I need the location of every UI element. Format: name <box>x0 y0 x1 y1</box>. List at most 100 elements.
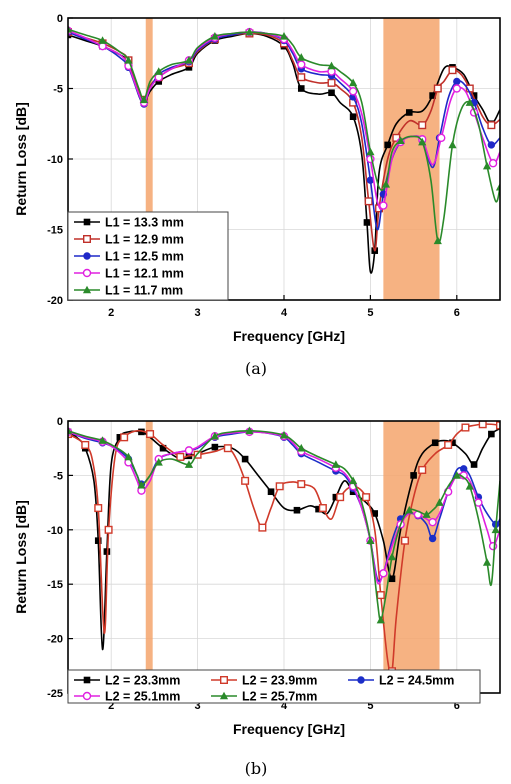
data-point <box>495 182 500 191</box>
data-point <box>279 430 289 439</box>
data-point <box>448 140 457 149</box>
data-point <box>410 472 417 479</box>
data-point <box>184 446 194 455</box>
data-point <box>124 452 133 461</box>
legend-item-5: L2 = 25.7mm <box>211 690 317 704</box>
data-point <box>435 498 444 506</box>
data-point <box>297 85 305 92</box>
legend-box <box>67 669 481 704</box>
data-point <box>387 552 397 561</box>
data-point <box>449 439 456 447</box>
data-point <box>275 482 284 491</box>
data-point <box>470 92 478 99</box>
data-point <box>297 73 306 82</box>
data-point <box>422 510 431 518</box>
legend-label: L1 = 12.1 mm <box>105 267 184 281</box>
data-point <box>349 476 358 485</box>
data-point <box>400 536 409 545</box>
data-point <box>293 506 301 514</box>
legend-label: L2 = 25.1mm <box>105 690 180 704</box>
data-point <box>396 136 405 144</box>
data-point <box>210 32 219 40</box>
data-point <box>139 95 149 104</box>
data-point <box>68 24 73 33</box>
data-point <box>465 98 474 106</box>
data-point <box>364 197 373 206</box>
series-markers-2 <box>68 421 500 676</box>
data-point <box>379 201 388 210</box>
data-point <box>68 426 73 435</box>
data-point <box>98 36 107 44</box>
legend-label: L2 = 24.5mm <box>379 674 454 688</box>
legend-label: L2 = 23.3mm <box>105 674 180 688</box>
legend-swatch-marker <box>219 676 228 685</box>
data-point <box>478 421 487 429</box>
data-point <box>241 476 250 485</box>
data-point <box>241 455 249 463</box>
data-point <box>482 161 492 170</box>
series-markers-5 <box>68 24 500 245</box>
x-axis-label: Frequency [GHz] <box>233 328 345 344</box>
legend-label: L2 = 23.9mm <box>242 674 317 688</box>
data-point <box>331 460 340 468</box>
legend-label: L1 = 12.9 mm <box>105 233 184 247</box>
legend-swatch-marker <box>82 234 91 243</box>
data-point <box>146 430 155 439</box>
data-point <box>349 78 358 87</box>
data-point <box>461 423 470 432</box>
data-point <box>154 67 163 75</box>
data-point <box>429 92 436 99</box>
data-point <box>297 60 306 69</box>
legend-item-2: L2 = 23.9mm <box>211 674 317 688</box>
data-point <box>366 536 375 544</box>
data-point <box>431 439 439 447</box>
data-point <box>318 504 327 513</box>
data-point <box>155 78 163 85</box>
data-point <box>428 517 437 527</box>
data-point <box>376 591 385 600</box>
data-point <box>327 61 336 70</box>
data-point <box>124 56 133 64</box>
data-point <box>470 461 478 468</box>
data-point <box>433 84 442 93</box>
highlight-band-wlan-2-4ghz <box>145 18 153 300</box>
data-point <box>482 558 492 566</box>
data-point <box>116 434 124 441</box>
legend-label: L1 = 12.5 mm <box>105 250 184 264</box>
legend-swatch-marker <box>82 268 92 278</box>
figure-caption: (a) <box>245 359 267 378</box>
data-point <box>120 433 129 442</box>
data-point <box>491 525 500 534</box>
data-point <box>452 471 461 479</box>
legend-item-1: L2 = 23.3mm <box>74 674 180 688</box>
data-point <box>138 428 145 436</box>
highlight-band-wlan-2-4ghz <box>145 421 153 693</box>
data-point <box>315 505 322 513</box>
data-point <box>81 440 90 449</box>
legend-item-2: L1 = 12.9 mm <box>74 233 184 247</box>
data-point <box>104 525 113 534</box>
data-point <box>366 176 375 184</box>
x-tick-label: 3 <box>195 307 201 319</box>
legend-swatch-marker <box>83 218 91 226</box>
legend-swatch-marker <box>82 691 92 701</box>
data-point <box>184 56 194 64</box>
data-point <box>418 137 427 146</box>
data-point <box>418 465 427 474</box>
legend-swatch-marker <box>83 252 91 260</box>
legend: L1 = 13.3 mm L1 = 12.9 mm L1 = 12.5 mm L1 =… <box>67 211 229 301</box>
x-tick-label: 6 <box>454 307 460 319</box>
data-point <box>384 141 391 149</box>
x-tick-label: 5 <box>367 307 373 319</box>
legend-label: L1 = 13.3 mm <box>105 216 184 230</box>
data-point <box>453 77 461 86</box>
data-point <box>176 452 185 461</box>
data-point <box>94 504 103 513</box>
chart-b: 2 3 4 5 6 0 -5 -10 -15 -20 -25 Frequency [GHz] Retur… <box>13 416 501 778</box>
data-point <box>258 523 267 532</box>
data-point <box>98 436 107 444</box>
y-tick-label: -15 <box>47 579 63 591</box>
data-point <box>223 444 232 453</box>
data-point <box>488 430 495 438</box>
